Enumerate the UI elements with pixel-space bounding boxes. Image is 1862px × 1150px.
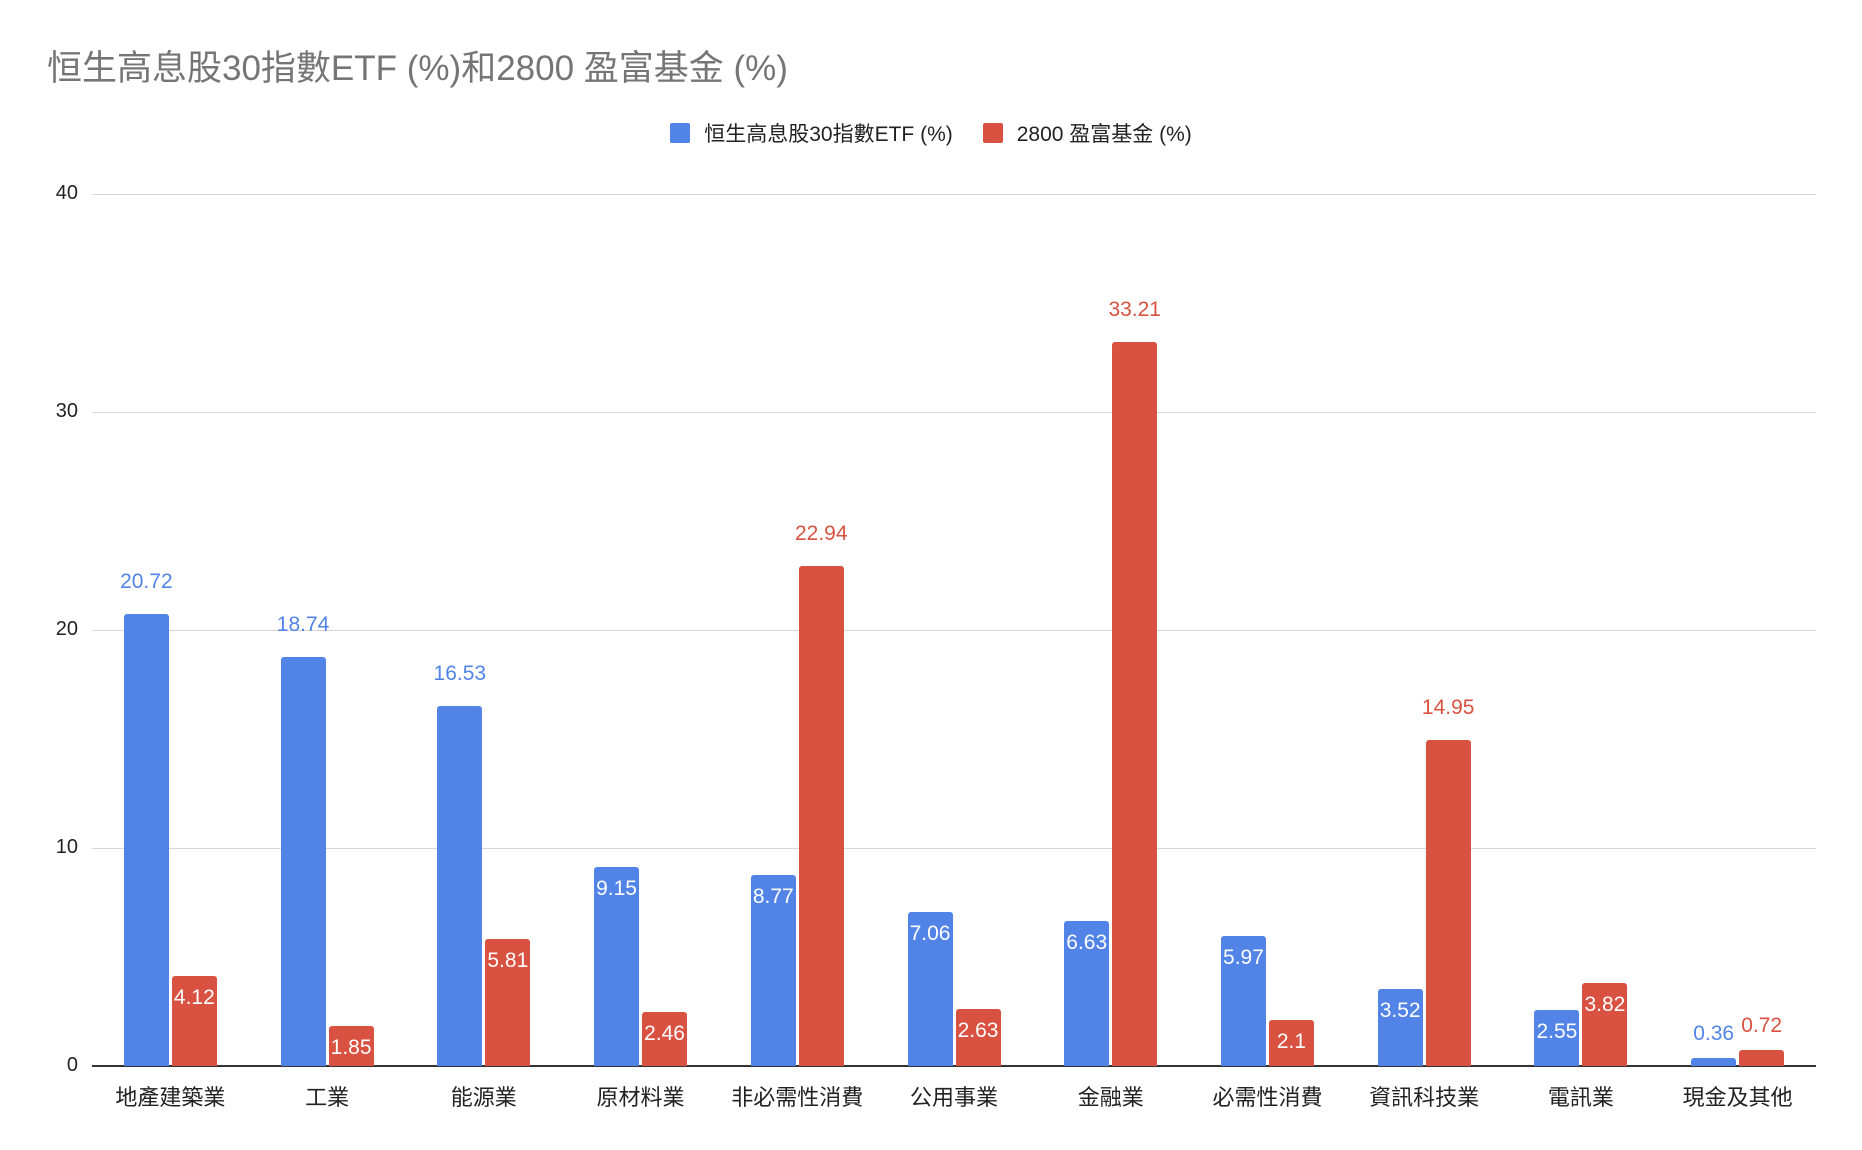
x-tick-label: 地產建築業 — [115, 1085, 226, 1110]
x-tick-label: 資訊科技業 — [1369, 1085, 1480, 1110]
bar-2800[interactable] — [1739, 1050, 1785, 1066]
bar-etf[interactable] — [907, 912, 953, 1066]
x-tick-label: 現金及其他 — [1682, 1085, 1793, 1110]
data-label: 5.97 — [1223, 945, 1264, 969]
bar-etf[interactable] — [123, 614, 169, 1066]
bar-etf[interactable] — [280, 657, 326, 1066]
data-label: 33.21 — [1108, 298, 1161, 322]
bar-etf[interactable] — [594, 866, 640, 1066]
bar-etf[interactable] — [1064, 921, 1110, 1066]
chart-title: 恒生高息股30指數ETF (%)和2800 盈富基金 (%) — [47, 49, 788, 88]
x-tick-label: 必需性消費 — [1212, 1085, 1323, 1110]
data-label: 1.85 — [330, 1035, 372, 1059]
bar-2800[interactable] — [955, 1008, 1001, 1066]
x-tick-label: 公用事業 — [909, 1085, 998, 1110]
bar-2800[interactable] — [328, 1025, 374, 1066]
data-label: 14.95 — [1421, 696, 1475, 720]
data-label: 0.36 — [1693, 1022, 1735, 1046]
y-tick-label: 40 — [55, 182, 78, 204]
plot-area: 20.72 4.12 18.74 1.85 16.53 5.81 9.15 2.46 8.77 2… — [92, 194, 1816, 1067]
bar-2800[interactable] — [1112, 342, 1158, 1066]
gridline — [92, 848, 1816, 849]
y-tick-label: 20 — [55, 618, 78, 640]
data-label: 6.63 — [1066, 931, 1108, 955]
data-label: 9.15 — [596, 876, 637, 900]
bar-2800[interactable] — [1268, 1020, 1314, 1066]
x-axis-line — [92, 1065, 1816, 1067]
legend-item-etf[interactable]: 恒生高息股30指數ETF (%) — [670, 118, 953, 148]
data-label: 2.1 — [1276, 1030, 1307, 1054]
data-label: 3.52 — [1379, 999, 1421, 1023]
gridline — [92, 194, 1816, 195]
legend-swatch-icon — [670, 123, 691, 143]
bar-etf[interactable] — [1220, 935, 1266, 1066]
x-tick-label: 金融業 — [1077, 1085, 1144, 1110]
data-label: 0.72 — [1741, 1014, 1783, 1038]
bar-2800[interactable] — [1425, 740, 1471, 1066]
gridline — [92, 630, 1816, 631]
data-label: 5.81 — [487, 949, 529, 973]
y-tick-label: 30 — [55, 400, 78, 422]
x-tick-label: 電訊業 — [1547, 1085, 1614, 1110]
legend-swatch-icon — [982, 123, 1003, 143]
bar-etf[interactable] — [750, 874, 796, 1066]
legend: 恒生高息股30指數ETF (%) 2800 盈富基金 (%) — [0, 118, 1862, 148]
bar-etf[interactable] — [1377, 989, 1423, 1066]
x-tick-label: 工業 — [305, 1085, 350, 1110]
data-label: 22.94 — [794, 521, 848, 545]
y-tick-label: 10 — [55, 836, 78, 858]
bar-2800[interactable] — [1582, 982, 1628, 1066]
bar-2800[interactable] — [798, 565, 844, 1066]
data-label: 3.82 — [1584, 992, 1626, 1016]
legend-label: 2800 盈富基金 (%) — [1016, 123, 1192, 146]
bar-2800[interactable] — [171, 976, 217, 1066]
bar-etf[interactable] — [1534, 1010, 1580, 1066]
x-tick-label: 能源業 — [450, 1085, 517, 1110]
legend-label: 恒生高息股30指數ETF (%) — [704, 123, 953, 146]
bar-etf[interactable] — [437, 705, 483, 1066]
data-label: 20.72 — [120, 570, 173, 594]
bar-2800[interactable] — [485, 939, 531, 1066]
bar-etf[interactable] — [1691, 1058, 1737, 1066]
x-tick-label: 非必需性消費 — [731, 1085, 864, 1110]
data-label: 16.53 — [433, 661, 487, 685]
data-label: 18.74 — [276, 613, 330, 637]
data-label: 4.12 — [173, 986, 215, 1010]
legend-item-2800[interactable]: 2800 盈富基金 (%) — [982, 118, 1192, 148]
y-tick-label: 0 — [66, 1054, 78, 1076]
bar-2800[interactable] — [642, 1012, 688, 1066]
data-label: 2.46 — [644, 1022, 685, 1046]
data-label: 2.63 — [957, 1018, 999, 1042]
x-tick-label: 原材料業 — [596, 1085, 685, 1110]
data-label: 8.77 — [752, 884, 794, 908]
gridline — [92, 412, 1816, 413]
data-label: 7.06 — [909, 922, 951, 946]
data-label: 2.55 — [1536, 1020, 1578, 1044]
